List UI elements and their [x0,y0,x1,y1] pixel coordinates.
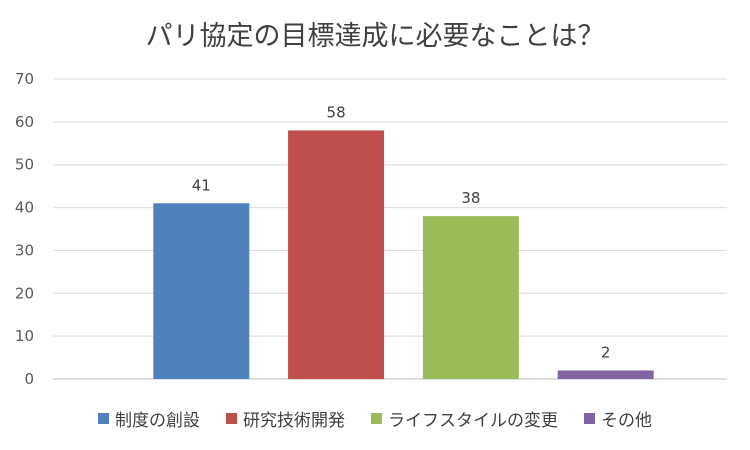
bar [422,216,519,379]
legend-item: 研究技術開発 [226,406,345,431]
y-tick-label: 10 [15,327,34,345]
legend-label: 制度の創設 [115,411,200,431]
legend-item: 制度の創設 [98,406,200,431]
y-tick-label: 20 [15,284,34,302]
legend-swatch [98,413,109,424]
data-label: 38 [461,189,480,207]
y-tick-label: 40 [15,199,34,217]
y-tick-label: 60 [15,113,34,131]
bar [153,203,250,379]
data-label: 41 [192,176,211,194]
legend-swatch [584,413,595,424]
y-tick-label: 50 [15,156,34,174]
y-tick-label: 30 [15,241,34,259]
bar [557,370,654,379]
data-label: 58 [327,103,346,121]
bar [288,130,385,379]
legend-item: ライフスタイルの変更 [371,406,558,431]
y-tick-label: 0 [24,370,34,388]
y-tick-label: 70 [15,70,34,88]
legend-swatch [371,413,382,424]
chart-title: パリ協定の目標達成に必要なことは？ [145,21,605,52]
legend-item: その他 [584,406,652,431]
legend: 制度の創設 研究技術開発 ライフスタイルの変更 その他 [0,406,750,431]
data-label: 2 [601,343,611,361]
legend-label: 研究技術開発 [243,411,345,431]
legend-label: ライフスタイルの変更 [388,411,558,431]
legend-label: その他 [601,411,652,431]
legend-swatch [226,413,237,424]
